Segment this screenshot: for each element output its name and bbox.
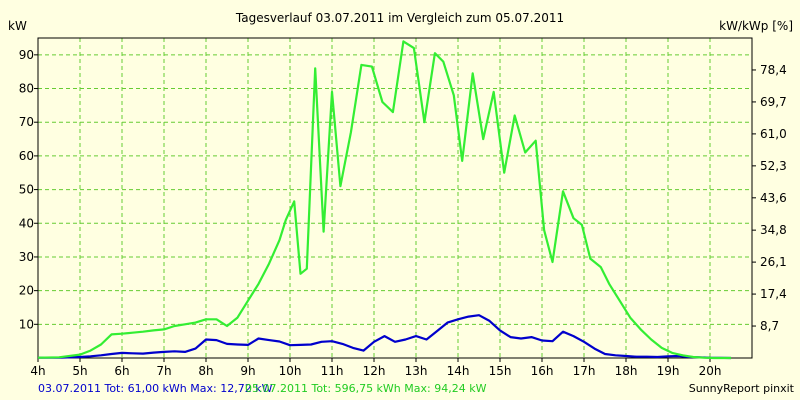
- y-left-tick-label: 30: [19, 250, 34, 264]
- x-tick-label: 4h: [30, 364, 45, 378]
- x-tick-label: 8h: [198, 364, 213, 378]
- x-tick-label: 9h: [240, 364, 255, 378]
- x-tick-label: 5h: [72, 364, 87, 378]
- y-left-tick-label: 50: [19, 183, 34, 197]
- y-right-tick-label: 61,0: [760, 127, 787, 141]
- x-tick-label: 12h: [363, 364, 386, 378]
- series-line-03-07-2011: [38, 314, 732, 360]
- y-right-tick-label: 78,4: [760, 63, 787, 77]
- x-tick-label: 18h: [615, 364, 638, 378]
- x-tick-label: 7h: [156, 364, 171, 378]
- x-tick-label: 17h: [573, 364, 596, 378]
- series-lines: [37, 40, 732, 360]
- y-axis-right-label: kW/kWp [%]: [719, 19, 793, 33]
- legend-series-a: 03.07.2011 Tot: 61,00 kWh Max: 12,72 kW: [38, 382, 273, 395]
- y-right-tick-label: 17,4: [760, 287, 787, 301]
- y-right-tick-label: 34,8: [760, 223, 787, 237]
- grid: [38, 38, 752, 358]
- y-right-tick-label: 69,7: [760, 95, 787, 109]
- y-axis-left-label: kW: [8, 19, 27, 33]
- x-axis-ticks: 4h 5h 6h 7h 8h 9h 10h 11h 12h 13h 14h 15h 16h 17h 18h 1…: [30, 358, 721, 378]
- x-tick-label: 19h: [657, 364, 680, 378]
- chart-title: Tagesverlauf 03.07.2011 im Vergleich zum…: [235, 11, 564, 25]
- y-left-tick-label: 10: [19, 317, 34, 331]
- x-tick-label: 14h: [447, 364, 470, 378]
- y-left-tick-label: 20: [19, 284, 34, 298]
- y-left-tick-label: 80: [19, 82, 34, 96]
- y-right-tick-label: 43,6: [760, 191, 787, 205]
- x-tick-label: 6h: [114, 364, 129, 378]
- x-tick-label: 20h: [699, 364, 722, 378]
- y-left-tick-label: 70: [19, 115, 34, 129]
- x-tick-label: 16h: [531, 364, 554, 378]
- footer-credit: SunnyReport pinxit: [688, 382, 794, 395]
- y-right-tick-label: 52,3: [760, 159, 787, 173]
- y-right-tick-label: 26,1: [760, 255, 787, 269]
- x-tick-label: 15h: [489, 364, 512, 378]
- x-tick-label: 13h: [405, 364, 428, 378]
- y-left-tick-label: 60: [19, 149, 34, 163]
- x-tick-label: 10h: [279, 364, 302, 378]
- y-left-tick-label: 90: [19, 48, 34, 62]
- series-line-05-07-2011: [37, 40, 731, 360]
- y-left-tick-label: 40: [19, 216, 34, 230]
- y-axis-left-ticks: 10 20 30 40 50 60 70 80 90: [19, 48, 38, 331]
- legend-series-b: 05.07.2011 Tot: 596,75 kWh Max: 94,24 kW: [245, 382, 487, 395]
- x-tick-label: 11h: [321, 364, 344, 378]
- y-right-tick-label: 8,7: [760, 319, 779, 333]
- y-axis-right-ticks: 8,7 17,4 26,1 34,8 43,6 52,3 61,0 69,7 78,4: [752, 63, 787, 333]
- plot-area: [37, 37, 753, 359]
